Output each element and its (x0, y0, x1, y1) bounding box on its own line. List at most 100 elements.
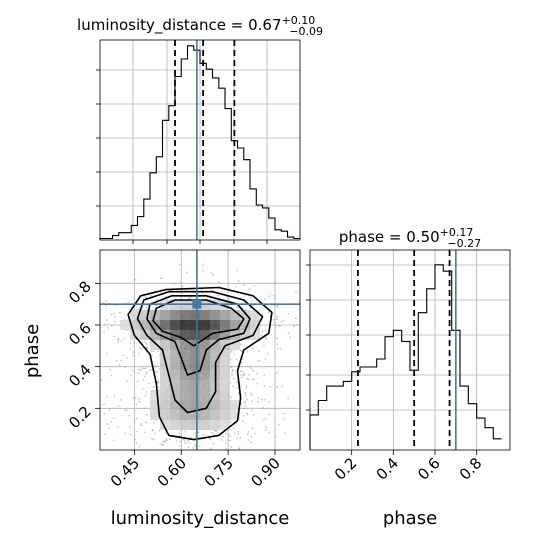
phase-xtick-label-0: 0.2 (331, 454, 361, 484)
density-cell (170, 410, 180, 420)
scatter-point (242, 401, 245, 403)
joint-ytick-label-1: 0.4 (65, 361, 95, 391)
scatter-point (169, 438, 171, 441)
scatter-point (295, 291, 297, 294)
ld-hist-bin (138, 217, 144, 240)
scatter-point (237, 430, 240, 433)
density-cell (180, 300, 190, 310)
scatter-point (274, 281, 277, 283)
joint-xtick-label-2: 0.75 (201, 454, 237, 490)
scatter-point (145, 371, 148, 373)
scatter-point (260, 334, 263, 337)
density-cell (150, 410, 160, 420)
scatter-point (245, 398, 248, 401)
density-cell (160, 390, 170, 400)
scatter-point (229, 435, 232, 438)
scatter-point (124, 432, 127, 435)
scatter-point (114, 316, 117, 318)
scatter-point (141, 367, 143, 370)
scatter-point (251, 427, 254, 430)
scatter-point (240, 376, 243, 379)
density-cell (220, 350, 230, 360)
ld-hist-bin (119, 233, 125, 240)
density-cell (170, 370, 180, 380)
scatter-point (110, 374, 113, 377)
density-cell (150, 320, 160, 330)
scatter-point (248, 374, 251, 376)
scatter-point (151, 429, 154, 432)
density-cell (160, 410, 170, 420)
scatter-point (279, 348, 282, 350)
density-cell (160, 420, 170, 430)
phase-hist-bin (418, 313, 426, 450)
scatter-point (276, 372, 278, 374)
ld-hist-bin (156, 157, 162, 240)
scatter-point (103, 412, 106, 415)
density-cell (190, 350, 200, 360)
density-cell (190, 410, 200, 420)
scatter-point (137, 372, 140, 374)
density-cell (210, 350, 220, 360)
scatter-point (209, 438, 212, 441)
joint-xtick-label-0: 0.45 (107, 454, 143, 490)
scatter-point (140, 423, 143, 425)
phase-hist-bin (427, 289, 435, 450)
scatter-point (139, 369, 142, 372)
phase-histogram-step (309, 264, 502, 450)
density-cell (210, 340, 220, 350)
scatter-point (181, 285, 184, 288)
scatter-point (138, 400, 141, 403)
phase-hist-bin (477, 418, 485, 450)
scatter-point (141, 340, 144, 343)
scatter-point (218, 281, 220, 284)
scatter-point (259, 359, 261, 362)
phase-hist-bin (310, 415, 318, 450)
scatter-point (269, 293, 272, 296)
scatter-point (135, 403, 138, 406)
joint-density-panel: 0.45 0.60 0.75 0.90 0.2 0.4 0.6 0.8 (65, 249, 301, 490)
density-cell (180, 320, 190, 330)
scatter-point (178, 434, 181, 437)
y-axis-label-phase: phase (22, 324, 43, 378)
joint-frame (99, 249, 301, 451)
scatter-point (233, 432, 236, 435)
luminosity-distance-title: luminosity_distance = 0.67+0.10 −0.09 (77, 14, 323, 38)
density-cell (160, 350, 170, 360)
phase-hist-bin (335, 386, 343, 450)
scatter-point (282, 417, 285, 420)
phase-hist-bin (393, 330, 401, 450)
density-cell (180, 370, 190, 380)
scatter-point (230, 372, 233, 375)
scatter-point (156, 380, 159, 383)
density-cell (190, 390, 200, 400)
scatter-point (113, 335, 116, 338)
ld-hist-bin (288, 237, 294, 240)
scatter-point (224, 432, 227, 435)
scatter-point (239, 436, 242, 439)
scatter-point (138, 308, 140, 310)
scatter-point (262, 406, 264, 409)
density-cell (160, 320, 170, 330)
scatter-point (189, 436, 192, 439)
scatter-point (148, 368, 151, 371)
scatter-point (237, 433, 240, 435)
ld-hist-bin (256, 205, 262, 240)
density-cell (220, 380, 230, 390)
phase-hist-bin (377, 359, 385, 450)
scatter-point (153, 422, 156, 424)
scatter-point (203, 434, 206, 436)
scatter-point (254, 432, 256, 435)
scatter-point (106, 423, 109, 426)
density-cell (180, 410, 190, 420)
phase-hist-bin (343, 381, 351, 450)
scatter-point (237, 280, 240, 283)
scatter-point (175, 440, 178, 442)
scatter-point (251, 377, 254, 380)
density-cell (180, 390, 190, 400)
scatter-point (143, 367, 145, 370)
scatter-point (139, 347, 141, 349)
scatter-point (183, 439, 186, 442)
scatter-point (238, 447, 240, 450)
density-cell (210, 330, 220, 340)
scatter-point (194, 434, 197, 437)
